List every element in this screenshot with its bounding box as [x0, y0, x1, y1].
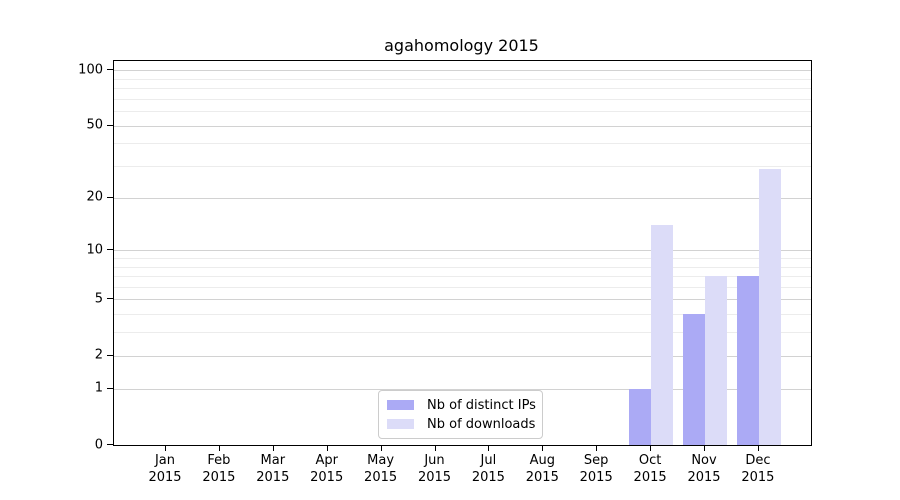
x-tick-sep: [596, 445, 598, 451]
legend-swatch-downloads: [387, 419, 414, 429]
x-tick-jul: [488, 445, 490, 451]
x-tick-dec: [757, 445, 759, 451]
y-tick-5: [107, 298, 113, 300]
gridline-minor-90: [114, 78, 811, 80]
x-tick-label-nov: Nov 2015: [674, 452, 734, 486]
bar-downloads-oct: [651, 225, 674, 445]
y-tick-label-10: 10: [86, 242, 103, 258]
gridline-major-1: [114, 388, 811, 390]
x-tick-aug: [542, 445, 544, 451]
gridline-minor-4: [114, 314, 811, 316]
x-tick-label-sep: Sep 2015: [566, 452, 626, 486]
y-tick-1: [107, 387, 113, 389]
x-tick-year-oct: 2015: [633, 470, 667, 485]
gridline-minor-60: [114, 111, 811, 113]
gridline-minor-80: [114, 88, 811, 90]
x-tick-label-dec: Dec 2015: [728, 452, 788, 486]
y-tick-2: [107, 354, 113, 356]
plot-area: [113, 60, 812, 446]
y-tick-10: [107, 249, 113, 251]
bar-distinct-ips-dec: [736, 276, 759, 445]
x-tick-jan: [165, 445, 166, 451]
x-tick-year-jun: 2015: [417, 470, 452, 485]
gridline-minor-3: [114, 332, 811, 334]
y-tick-label-1: 1: [94, 380, 103, 396]
chart-title: agahomology 2015: [384, 36, 539, 55]
y-tick-label-50: 50: [86, 117, 103, 133]
bar-downloads-nov: [705, 276, 727, 445]
y-tick-label-20: 20: [86, 189, 103, 205]
x-tick-year-may: 2015: [364, 470, 398, 485]
gridline-minor-70: [114, 98, 811, 100]
x-tick-label-feb: Feb 2015: [189, 452, 249, 486]
x-tick-label-oct: Oct 2015: [620, 452, 680, 486]
bar-distinct-ips-nov: [683, 314, 705, 445]
x-tick-year-jan: 2015: [148, 470, 182, 485]
gridline-major-10: [114, 250, 811, 252]
x-tick-year-jul: 2015: [471, 470, 505, 485]
gridline-major-5: [114, 299, 811, 301]
x-tick-year-dec: 2015: [741, 470, 775, 485]
y-tick-20: [107, 196, 113, 198]
gridline-minor-6: [114, 286, 811, 288]
legend-label-distinct-ips: Nb of distinct IPs: [427, 397, 536, 413]
gridline-major-100: [114, 70, 811, 72]
x-tick-year-aug: 2015: [525, 470, 559, 485]
x-tick-mar: [272, 445, 274, 451]
x-tick-year-feb: 2015: [202, 470, 236, 485]
bar-distinct-ips-oct: [629, 388, 652, 445]
gridline-minor-8: [114, 266, 811, 268]
y-tick-label-100: 100: [78, 62, 103, 78]
x-tick-label-may: May 2015: [351, 452, 411, 486]
gridline-minor-30: [114, 166, 811, 168]
x-tick-oct: [650, 445, 652, 451]
gridline-major-20: [114, 197, 811, 199]
y-tick-0: [107, 444, 113, 445]
gridline-minor-40: [114, 143, 811, 145]
x-tick-label-mar: Mar 2015: [243, 452, 303, 486]
x-tick-label-jan: Jan 2015: [135, 452, 195, 486]
legend-swatch-distinct-ips: [387, 400, 414, 410]
legend-item-distinct-ips: Nb of distinct IPs: [387, 397, 536, 413]
x-tick-year-nov: 2015: [687, 470, 721, 485]
x-tick-jun: [434, 445, 436, 451]
legend-item-downloads: Nb of downloads: [387, 416, 536, 432]
gridline-minor-9: [114, 257, 811, 259]
y-tick-100: [107, 69, 113, 71]
x-tick-may: [380, 445, 382, 451]
x-tick-year-mar: 2015: [256, 470, 290, 485]
x-tick-label-apr: Apr 2015: [297, 452, 357, 486]
y-tick-label-0: 0: [94, 437, 103, 452]
x-tick-apr: [326, 445, 328, 451]
gridline-major-50: [114, 125, 811, 127]
y-tick-label-5: 5: [94, 291, 103, 307]
bar-downloads-dec: [758, 168, 781, 445]
x-tick-nov: [704, 445, 705, 451]
legend-label-downloads: Nb of downloads: [427, 416, 536, 432]
x-tick-year-sep: 2015: [579, 470, 613, 485]
x-tick-label-jun: Jun 2015: [405, 452, 465, 486]
y-tick-50: [107, 124, 113, 126]
x-tick-feb: [218, 445, 220, 451]
legend: Nb of distinct IPs Nb of downloads: [378, 390, 543, 439]
x-tick-label-jul: Jul 2015: [458, 452, 518, 486]
x-tick-year-apr: 2015: [310, 470, 344, 485]
gridline-minor-7: [114, 276, 811, 278]
x-tick-label-aug: Aug 2015: [512, 452, 572, 486]
y-tick-label-2: 2: [94, 347, 103, 363]
gridline-major-2: [114, 355, 811, 357]
